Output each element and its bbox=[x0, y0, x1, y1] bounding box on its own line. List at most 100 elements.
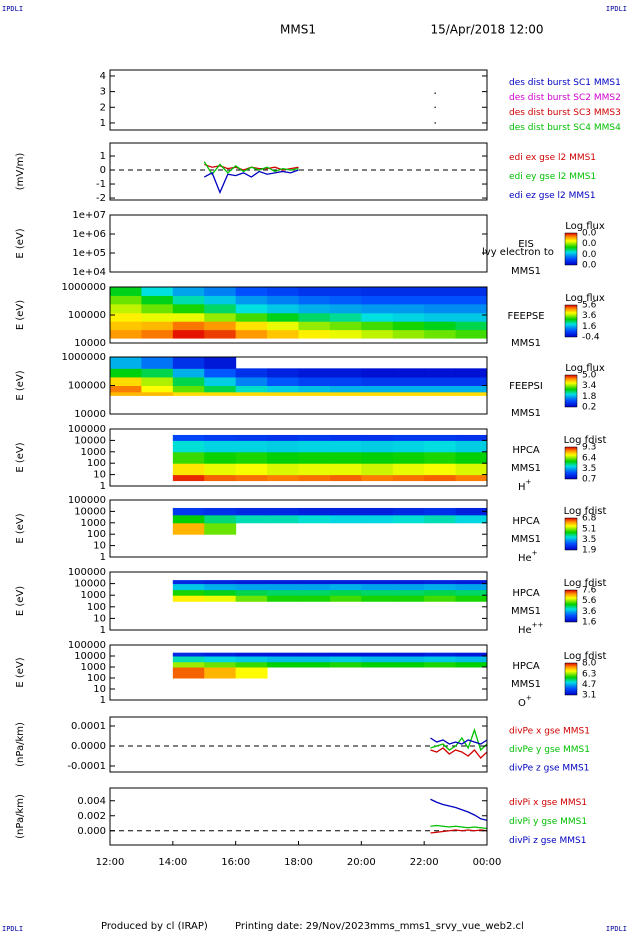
y-axis-label: (nPa/km) bbox=[15, 722, 26, 767]
legend-entry: divPe z gse MMS1 bbox=[509, 763, 589, 773]
spectrogram-cell bbox=[455, 580, 487, 585]
spectrogram-cell bbox=[204, 312, 237, 322]
point bbox=[434, 122, 436, 124]
y-tick-label: 10 bbox=[93, 470, 106, 481]
spectrogram-cell bbox=[235, 376, 268, 386]
spectrogram-cell bbox=[204, 321, 237, 331]
date: 15/Apr/2018 12:00 bbox=[430, 23, 543, 37]
spectrogram-cell bbox=[204, 522, 237, 535]
spectrogram-cell bbox=[235, 295, 268, 305]
spectrogram-cell bbox=[361, 661, 394, 668]
trace bbox=[430, 824, 487, 830]
y-tick-label: 100 bbox=[87, 458, 106, 469]
colorbar-label: 1.6 bbox=[582, 618, 597, 628]
spectrogram-cell bbox=[392, 295, 425, 305]
species: He bbox=[518, 625, 532, 636]
panel-frame bbox=[109, 69, 488, 131]
spectrogram-cell bbox=[141, 321, 174, 331]
plot-area bbox=[434, 92, 436, 124]
y-tick-label: 100 bbox=[87, 529, 106, 540]
spectrogram-cell bbox=[329, 312, 362, 322]
spectrogram-cell bbox=[361, 376, 394, 386]
spectrogram-cell bbox=[235, 652, 268, 657]
spectrogram-cell bbox=[267, 303, 299, 314]
spectrogram-cell bbox=[172, 583, 205, 591]
spectrogram-cell bbox=[424, 368, 457, 378]
y-tick-label: -1 bbox=[96, 179, 106, 190]
spectrogram-cell bbox=[235, 287, 268, 296]
spectrogram-cell bbox=[235, 391, 268, 396]
y-tick-label: 10 bbox=[93, 541, 106, 552]
spectrogram-cell bbox=[392, 463, 425, 476]
species: He bbox=[518, 553, 532, 564]
spectrogram-cell bbox=[204, 287, 237, 296]
trace bbox=[203, 161, 299, 176]
colorbar-label: 5.6 bbox=[582, 301, 597, 311]
spectrogram-cell bbox=[110, 385, 142, 393]
y-tick-label: 1 bbox=[100, 625, 106, 636]
spectrogram-cell bbox=[298, 321, 331, 331]
panel-frame bbox=[109, 142, 488, 201]
spectrogram-cell bbox=[455, 656, 487, 663]
spectrogram-cell bbox=[455, 434, 487, 441]
spectrogram-cell bbox=[267, 391, 299, 396]
spectrogram-cell bbox=[204, 589, 237, 596]
spectrogram-cell bbox=[141, 295, 174, 305]
spectrogram-cell bbox=[267, 507, 299, 516]
spectrogram-cell bbox=[110, 376, 142, 386]
spectrogram-cell bbox=[204, 661, 237, 668]
x-tick-label: 18:00 bbox=[284, 857, 313, 868]
spectrogram-cell bbox=[424, 652, 457, 657]
spectrogram-cell bbox=[110, 368, 142, 378]
spectrogram-cell bbox=[172, 434, 205, 441]
charge: ++ bbox=[532, 621, 544, 629]
spectrogram-cell bbox=[235, 580, 268, 585]
spectrogram-cell bbox=[392, 595, 425, 602]
instrument-label: EIS bbox=[518, 239, 534, 250]
corner-label: IPDLI bbox=[2, 5, 23, 13]
species-label: He+ bbox=[518, 549, 538, 564]
colorbar-label: 1.9 bbox=[582, 546, 597, 556]
spectrogram-cell bbox=[424, 312, 457, 322]
spectrogram-cell bbox=[455, 583, 487, 591]
spectrogram-cell bbox=[267, 595, 299, 602]
y-tick-label: 1e+07 bbox=[72, 210, 106, 221]
footer-file: mms_mms1_srvy_vue_web2.cl bbox=[370, 921, 524, 932]
spectrogram-cell bbox=[298, 474, 331, 482]
colorbar-title: Log flux bbox=[565, 221, 605, 232]
spectrogram-cell bbox=[204, 667, 237, 679]
spectrogram-cell bbox=[235, 474, 268, 482]
spectrogram-cell bbox=[141, 376, 174, 386]
spectrogram-cell bbox=[298, 329, 331, 339]
spectrogram-cell bbox=[172, 368, 205, 378]
spectrogram-cell bbox=[392, 434, 425, 441]
spectrogram-cell bbox=[329, 368, 362, 378]
spectrogram-cell bbox=[392, 385, 425, 393]
spectrogram-cell bbox=[329, 287, 362, 296]
spectrogram-cell bbox=[361, 463, 394, 476]
spectrogram-cell bbox=[329, 385, 362, 393]
spectrogram-cell bbox=[455, 463, 487, 476]
spectrogram-cell bbox=[110, 312, 142, 322]
spectrogram-cell bbox=[110, 391, 142, 396]
instrument-label: FEEPSE bbox=[507, 311, 544, 322]
spectrogram-cell bbox=[361, 287, 394, 296]
legend-entry: divPi y gse MMS1 bbox=[509, 817, 587, 827]
spectrogram-cell bbox=[392, 514, 425, 524]
spectrogram-cell bbox=[204, 329, 237, 339]
spectrogram-cell bbox=[361, 440, 394, 453]
spectrogram-cell bbox=[172, 303, 205, 314]
spectrogram-cell bbox=[267, 583, 299, 591]
colorbar-title: Log flux bbox=[565, 363, 605, 374]
spectrogram-cell bbox=[329, 329, 362, 339]
legend-entry: divPi x gse MMS1 bbox=[509, 798, 587, 808]
spectrogram-cell bbox=[455, 329, 487, 339]
trace bbox=[430, 798, 487, 821]
colorbar bbox=[564, 232, 578, 266]
spectrogram-cell bbox=[298, 514, 331, 524]
panel-frame bbox=[109, 716, 488, 773]
spectrogram-cell bbox=[392, 321, 425, 331]
x-tick-label: 22:00 bbox=[410, 857, 439, 868]
spacecraft-label: MMS1 bbox=[511, 338, 541, 349]
